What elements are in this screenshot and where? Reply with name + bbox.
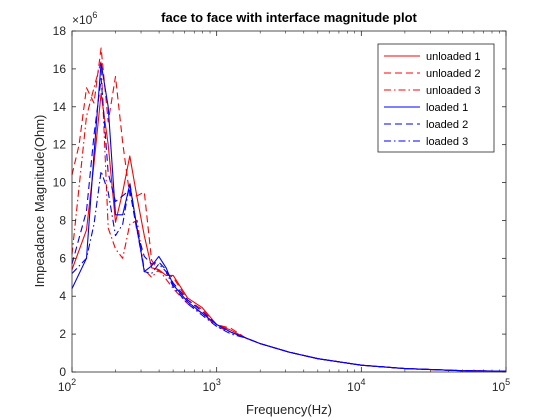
series-line-3 — [71, 60, 507, 372]
y-tick-label: 16 — [53, 62, 67, 76]
axes: 0 2 4 6 8 10 12 14 16 18 102 103 104 105 — [53, 24, 511, 394]
y-axis-label: Impeadance Magnitude(Ohm) — [32, 115, 47, 288]
x-tick-label: 102 — [58, 377, 76, 394]
legend-label-3: unloaded 3 — [426, 85, 480, 97]
legend-label-1: unloaded 1 — [426, 51, 480, 63]
x-tick-label: 105 — [492, 377, 510, 394]
axes-box — [71, 30, 507, 373]
y-tick-label: 4 — [59, 289, 66, 303]
y-tick-label: 12 — [53, 138, 67, 152]
y-tick-label: 8 — [59, 213, 66, 227]
x-tick-label: 103 — [202, 377, 220, 394]
legend-box — [377, 43, 495, 153]
legend: unloaded 1 unloaded 2 unloaded 3 loaded 1 lo… — [377, 43, 495, 153]
y-tick-label: 0 — [59, 365, 66, 379]
y-tick-label: 10 — [53, 176, 67, 190]
y-exponent-power: 6 — [92, 10, 97, 20]
y-tick-label: 18 — [53, 24, 67, 38]
y-tick-label: 2 — [59, 327, 66, 341]
x-tick-label: 104 — [347, 377, 365, 394]
y-axis-exponent: ×106 — [72, 10, 97, 27]
legend-label-5: loaded 2 — [426, 119, 468, 131]
y-tick-label: 14 — [53, 100, 67, 114]
legend-label-4: loaded 1 — [426, 102, 468, 114]
y-exponent-base: ×10 — [72, 13, 93, 27]
legend-label-2: unloaded 2 — [426, 68, 480, 80]
y-tick-label: 6 — [59, 251, 66, 265]
chart-title: face to face with interface magnitude pl… — [161, 10, 417, 25]
x-axis-label: Frequency(Hz) — [246, 402, 332, 417]
legend-label-6: loaded 3 — [426, 136, 468, 148]
series-line-5 — [71, 77, 507, 372]
plot-area — [71, 47, 507, 372]
